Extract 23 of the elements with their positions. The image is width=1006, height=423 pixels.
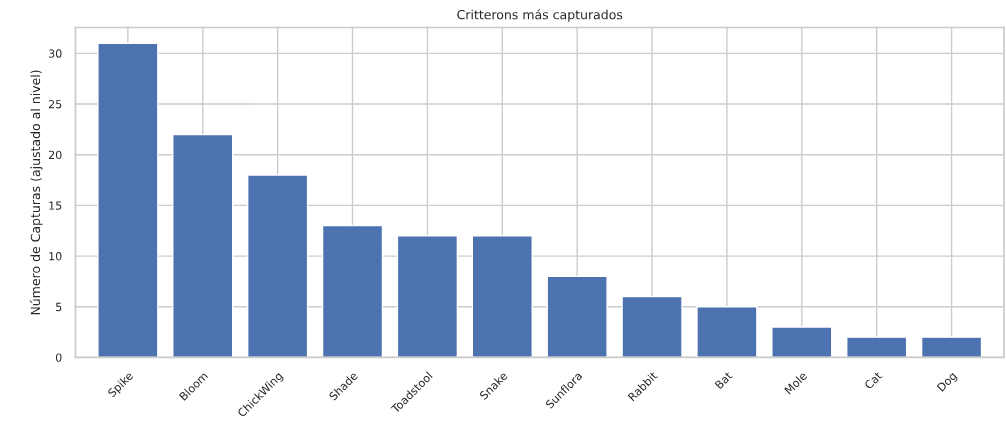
bar <box>846 336 908 358</box>
x-tick-label: Cat <box>863 370 883 390</box>
y-tick-label: 15 <box>49 201 62 210</box>
y-tick-label: 5 <box>56 302 62 312</box>
y-axis-title: Número de Capturas (ajustado al nivel) <box>29 70 43 315</box>
bar <box>471 235 533 358</box>
y-tick-label: 30 <box>48 49 62 58</box>
bar <box>172 133 234 358</box>
bar <box>771 326 833 358</box>
bar <box>321 224 384 358</box>
y-tick-label: 0 <box>55 353 62 362</box>
bar <box>396 235 459 358</box>
x-tick-label: Bat <box>714 371 733 390</box>
bar <box>246 174 309 358</box>
bar <box>696 306 758 358</box>
bar <box>621 295 683 358</box>
bar <box>546 275 608 358</box>
y-tick-label: 10 <box>49 252 62 261</box>
chart-title: Critterons más capturados <box>457 9 623 22</box>
y-tick-label: 25 <box>48 100 62 109</box>
bar <box>920 336 983 358</box>
y-tick-label: 20 <box>48 150 62 160</box>
bar <box>97 42 159 358</box>
